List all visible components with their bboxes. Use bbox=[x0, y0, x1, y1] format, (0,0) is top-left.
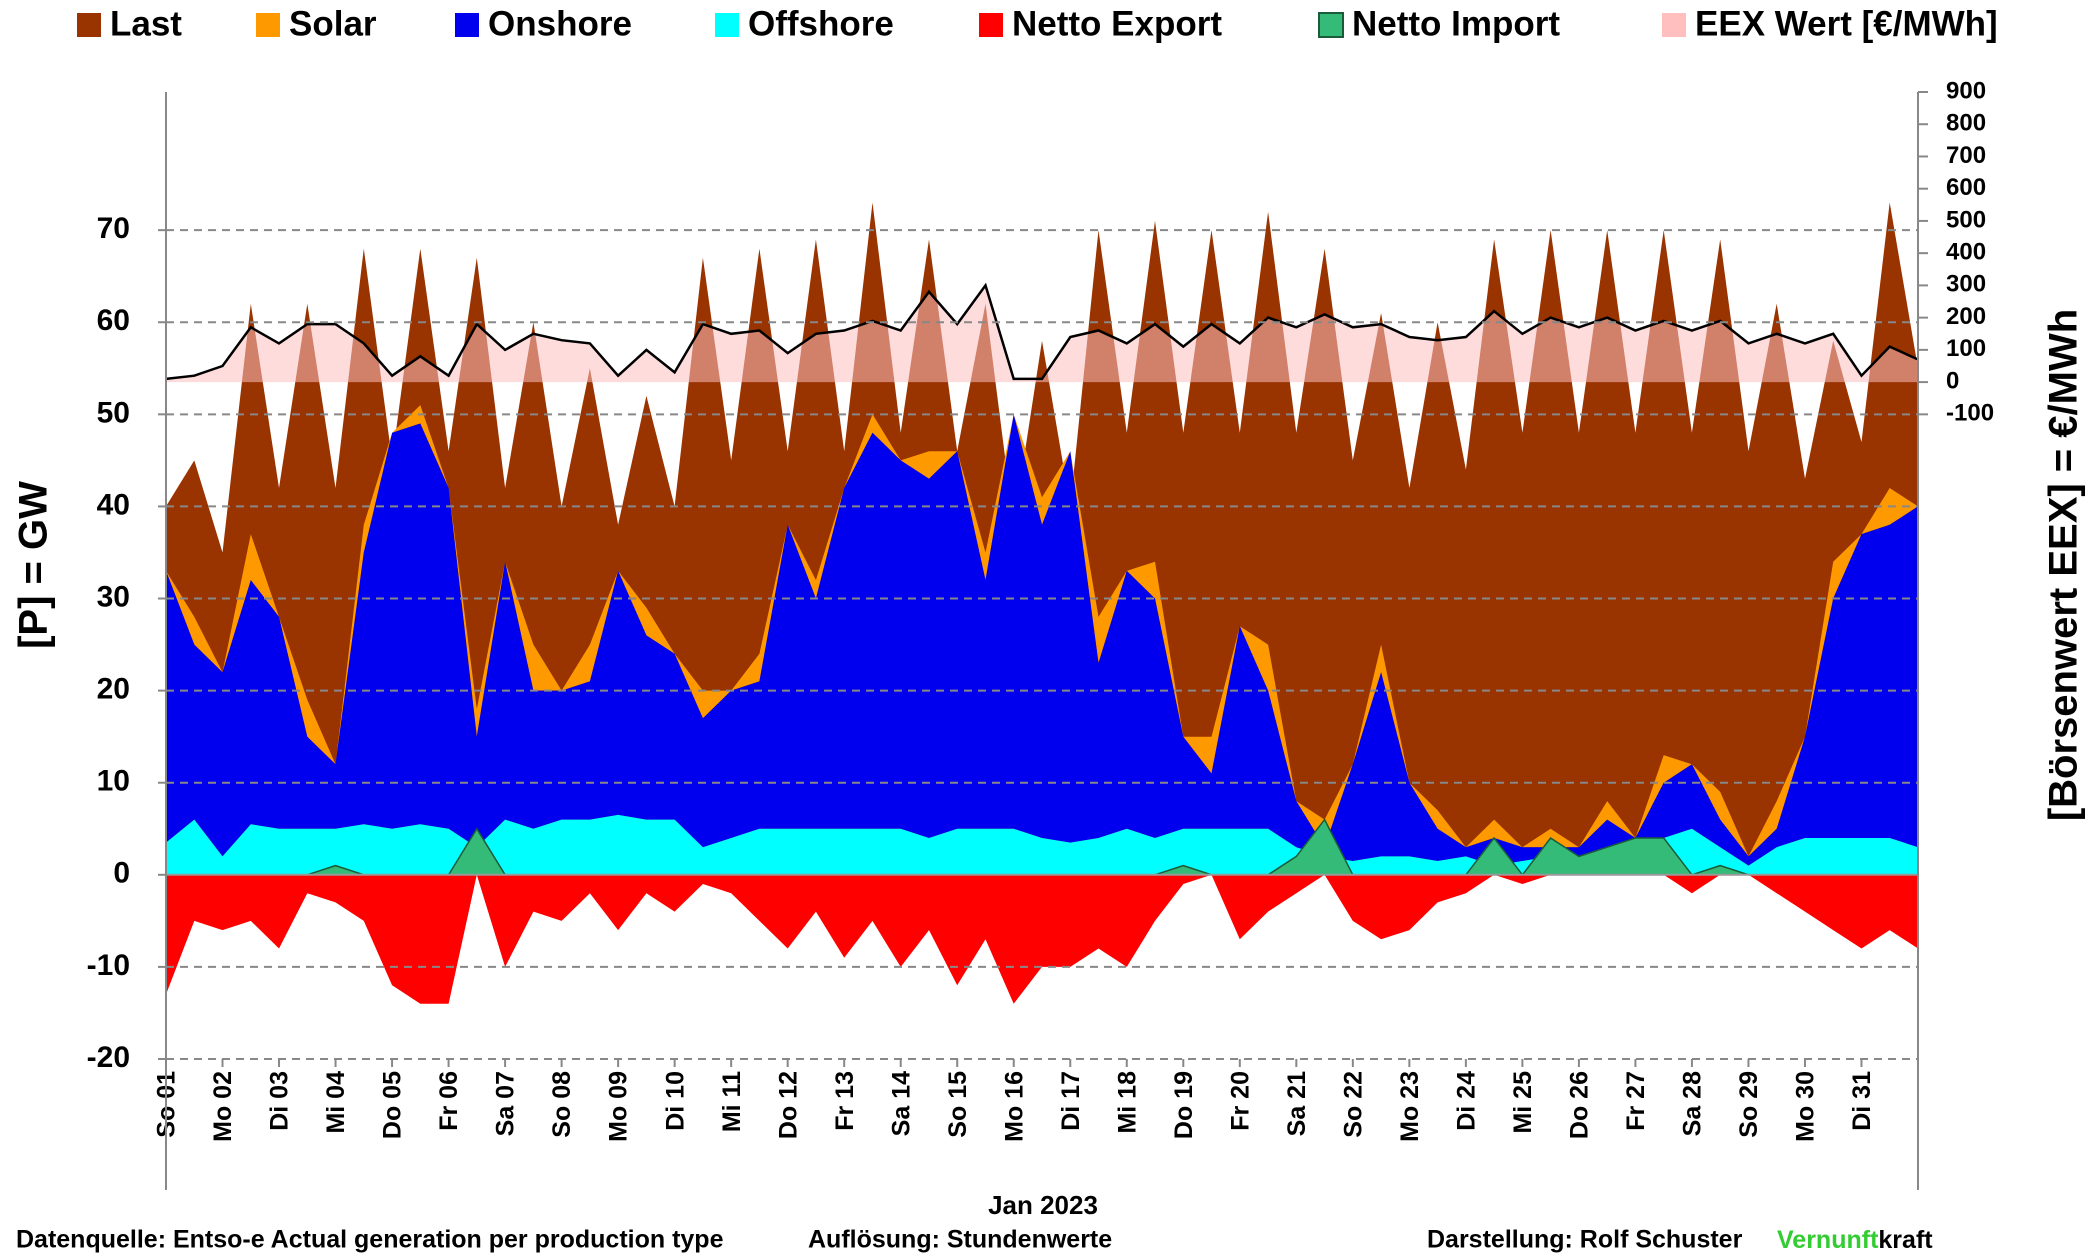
x-tick-label: Do 26 bbox=[1566, 1071, 1594, 1139]
generation-area bbox=[166, 814, 1918, 875]
y-tick-label: -10 bbox=[87, 949, 130, 982]
brand-part: kraft bbox=[1878, 1226, 1933, 1254]
x-axis-title: Jan 2023 bbox=[988, 1190, 1098, 1220]
x-tick-label: Do 12 bbox=[774, 1071, 802, 1139]
legend-swatch bbox=[979, 13, 1003, 37]
y-tick-label: 20 bbox=[97, 673, 130, 706]
legend-label: Solar bbox=[289, 4, 377, 43]
price-line bbox=[165, 282, 1919, 381]
generation-area bbox=[166, 414, 1918, 866]
legend-label: Netto Import bbox=[1352, 4, 1560, 43]
x-tick-label: Di 03 bbox=[266, 1071, 294, 1131]
y2-tick-label: 800 bbox=[1946, 110, 1986, 137]
x-tick-label: Do 05 bbox=[379, 1071, 407, 1139]
y-axis-title: [P] = GW bbox=[12, 481, 56, 649]
x-tick-label: Mi 11 bbox=[718, 1071, 746, 1132]
y2-axis-title: [Börsenwert EEX] = €/MWh bbox=[2042, 309, 2086, 821]
x-tick-label: Mo 30 bbox=[1792, 1071, 1820, 1142]
x-tick-label: Fr 06 bbox=[435, 1071, 463, 1131]
legend-swatch bbox=[455, 13, 479, 37]
footer-source: Datenquelle: Entso-e Actual generation p… bbox=[16, 1226, 724, 1254]
x-tick-label: So 08 bbox=[548, 1071, 576, 1138]
legend-label: Last bbox=[110, 4, 182, 43]
x-tick-label: Sa 07 bbox=[492, 1071, 520, 1136]
y-tick-label: -20 bbox=[87, 1041, 130, 1074]
x-tick-label: Mo 23 bbox=[1396, 1071, 1424, 1142]
x-tick-label: Mi 18 bbox=[1113, 1071, 1141, 1134]
y-tick-label: 0 bbox=[113, 857, 130, 890]
x-tick-label: Di 24 bbox=[1452, 1071, 1480, 1131]
x-tick-label: Mo 09 bbox=[605, 1071, 633, 1142]
y2-tick-label: 0 bbox=[1946, 367, 1959, 394]
y-tick-label: 40 bbox=[97, 488, 130, 521]
y-tick-label: 70 bbox=[97, 212, 130, 245]
y2-tick-label: 200 bbox=[1946, 303, 1986, 330]
y2-tick-label: 400 bbox=[1946, 239, 1986, 266]
x-tick-label: Fr 20 bbox=[1226, 1071, 1254, 1131]
legend-label: Offshore bbox=[748, 4, 894, 43]
footer-resolution: Auflösung: Stundenwerte bbox=[808, 1226, 1112, 1254]
x-tick-label: Fr 27 bbox=[1622, 1071, 1650, 1131]
x-tick-label: Di 17 bbox=[1057, 1071, 1085, 1131]
legend-label: Onshore bbox=[488, 4, 632, 43]
y2-tick-label: 100 bbox=[1946, 335, 1986, 362]
legend-swatch bbox=[256, 13, 280, 37]
x-tick-label: Mi 04 bbox=[322, 1071, 350, 1134]
x-tick-label: Sa 14 bbox=[887, 1071, 915, 1136]
y-tick-label: 60 bbox=[97, 304, 130, 337]
legend-swatch bbox=[1662, 13, 1686, 37]
y2-tick-label: -100 bbox=[1946, 400, 1994, 427]
x-tick-label: Fr 13 bbox=[831, 1071, 859, 1131]
price-area bbox=[166, 285, 1918, 383]
x-tick-label: So 29 bbox=[1735, 1071, 1763, 1138]
legend-swatch bbox=[1318, 12, 1344, 38]
y2-tick-label: 900 bbox=[1946, 77, 1986, 104]
x-tick-label: Do 19 bbox=[1170, 1071, 1198, 1139]
plot-area bbox=[165, 202, 1919, 1004]
x-tick-label: Sa 28 bbox=[1679, 1071, 1707, 1136]
x-tick-label: Di 31 bbox=[1848, 1071, 1876, 1131]
x-tick-label: So 15 bbox=[944, 1071, 972, 1138]
legend-swatch bbox=[715, 13, 739, 37]
footer-brand: Vernunftkraft bbox=[1777, 1226, 1933, 1254]
legend-label: EEX Wert [€/MWh] bbox=[1695, 4, 1998, 43]
y-tick-label: 30 bbox=[97, 580, 130, 613]
y-tick-label: 10 bbox=[97, 765, 130, 798]
footer-author: Darstellung: Rolf Schuster bbox=[1427, 1226, 1743, 1254]
y-tick-label: 50 bbox=[97, 396, 130, 429]
x-tick-label: Mo 16 bbox=[1000, 1071, 1028, 1142]
y2-tick-label: 300 bbox=[1946, 271, 1986, 298]
brand-part: Vernunft bbox=[1777, 1226, 1879, 1254]
legend-swatch bbox=[77, 13, 101, 37]
x-tick-label: Mo 02 bbox=[209, 1071, 237, 1142]
x-tick-label: So 22 bbox=[1339, 1071, 1367, 1138]
y2-tick-label: 600 bbox=[1946, 174, 1986, 201]
x-tick-label: Di 10 bbox=[661, 1071, 689, 1131]
x-tick-label: Mi 25 bbox=[1509, 1071, 1537, 1134]
x-tick-label: Sa 21 bbox=[1283, 1071, 1311, 1136]
y2-tick-label: 700 bbox=[1946, 142, 1986, 169]
y2-tick-label: 500 bbox=[1946, 206, 1986, 233]
legend-label: Netto Export bbox=[1012, 4, 1222, 43]
exchange-area bbox=[166, 874, 1918, 1004]
